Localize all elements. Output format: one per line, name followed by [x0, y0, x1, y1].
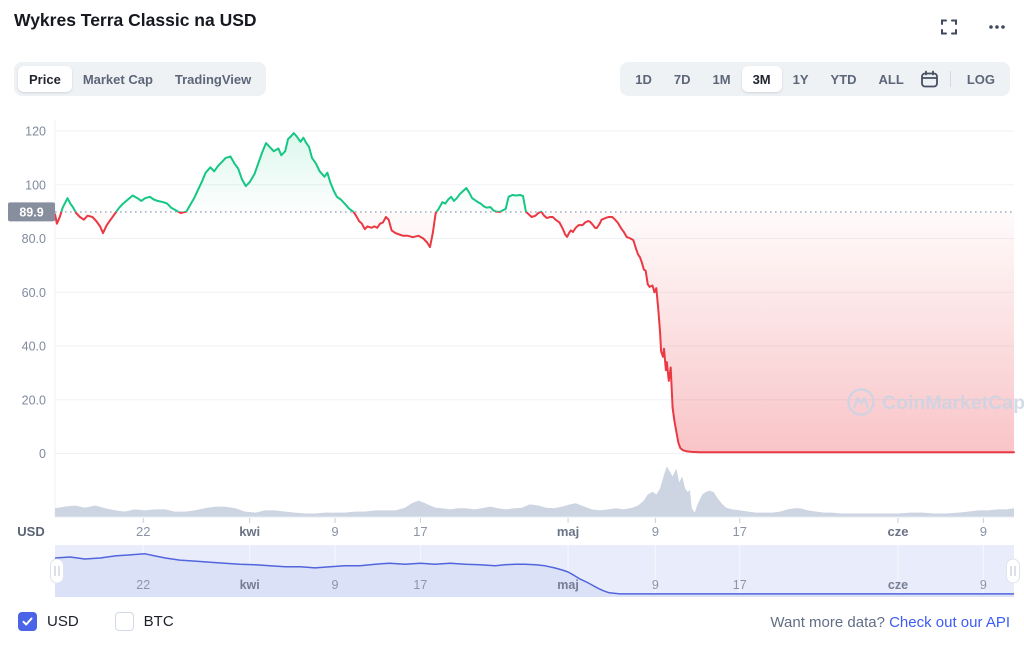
- y-axis-label: 80.0: [22, 232, 46, 246]
- chart-type-tabs: Price Market Cap TradingView: [14, 62, 266, 96]
- y-axis-label: 120: [25, 125, 46, 139]
- navigator-axis-label: kwi: [240, 578, 260, 592]
- x-axis-label: 9: [980, 524, 987, 539]
- x-axis-label: 17: [732, 524, 746, 539]
- x-axis-label: 9: [331, 524, 338, 539]
- tab-tradingview[interactable]: TradingView: [164, 66, 262, 92]
- navigator-axis-label: maj: [557, 578, 579, 592]
- usd-checkbox[interactable]: [18, 612, 37, 631]
- y-axis-label: 40.0: [22, 340, 46, 354]
- btc-checkbox[interactable]: [115, 612, 134, 631]
- fullscreen-icon[interactable]: [940, 18, 958, 36]
- navigator-axis-label: 9: [652, 578, 659, 592]
- navigator-handle-right[interactable]: [1007, 559, 1020, 583]
- y-axis-label: 60.0: [22, 286, 46, 300]
- tab-price[interactable]: Price: [18, 66, 72, 92]
- svg-text:CoinMarketCap: CoinMarketCap: [882, 392, 1024, 414]
- api-promo: Want more data? Check out our API: [770, 614, 1010, 631]
- more-options-icon[interactable]: [988, 18, 1006, 36]
- navigator[interactable]: 22 kwi 9 17 maj 9 17 cze 9: [51, 545, 1020, 597]
- range-7d[interactable]: 7D: [663, 66, 702, 92]
- x-axis-label: cze: [887, 524, 908, 539]
- navigator-axis-label: 9: [980, 578, 987, 592]
- y-axis-label: 100: [25, 178, 46, 192]
- range-1m[interactable]: 1M: [702, 66, 742, 92]
- range-ytd[interactable]: YTD: [820, 66, 868, 92]
- currency-toggles: USD BTC: [18, 612, 174, 631]
- current-price-badge: 89.9: [8, 202, 55, 221]
- header-actions: [940, 18, 1006, 36]
- tab-market-cap[interactable]: Market Cap: [72, 66, 164, 92]
- navigator-axis-label: 9: [332, 578, 339, 592]
- usd-checkbox-label[interactable]: USD: [47, 613, 79, 630]
- page-title: Wykres Terra Classic na USD: [14, 10, 257, 31]
- range-toolbar: 1D 7D 1M 3M 1Y YTD ALL LOG: [620, 62, 1010, 96]
- check-icon: [22, 616, 33, 627]
- currency-axis-label: USD: [17, 524, 44, 539]
- x-axis-label: 9: [652, 524, 659, 539]
- navigator-axis-label: 22: [136, 578, 150, 592]
- range-1y[interactable]: 1Y: [782, 66, 820, 92]
- navigator-axis-label: 17: [733, 578, 747, 592]
- log-scale-button[interactable]: LOG: [956, 66, 1006, 92]
- svg-text:89.9: 89.9: [19, 205, 43, 219]
- navigator-axis-label: cze: [888, 578, 908, 592]
- x-axis-label: 17: [413, 524, 427, 539]
- x-axis-label: maj: [557, 524, 579, 539]
- calendar-icon[interactable]: [915, 66, 945, 92]
- y-axis-label: 20.0: [22, 393, 46, 407]
- range-all[interactable]: ALL: [868, 66, 915, 92]
- range-1d[interactable]: 1D: [624, 66, 663, 92]
- navigator-axis-label: 17: [413, 578, 427, 592]
- range-3m[interactable]: 3M: [742, 66, 782, 92]
- x-axis-label: kwi: [239, 524, 260, 539]
- toolbar-divider: [950, 71, 951, 87]
- api-link[interactable]: Check out our API: [889, 614, 1010, 631]
- volume-series: [55, 466, 1014, 516]
- x-axis: 22 kwi 9 17 maj 9 17 cze 9 USD: [17, 517, 1014, 539]
- navigator-handle-left[interactable]: [51, 559, 64, 583]
- want-more-data-text: Want more data?: [770, 614, 885, 631]
- y-axis-label: 0: [39, 447, 46, 461]
- btc-checkbox-label[interactable]: BTC: [144, 613, 174, 630]
- x-axis-label: 22: [136, 524, 150, 539]
